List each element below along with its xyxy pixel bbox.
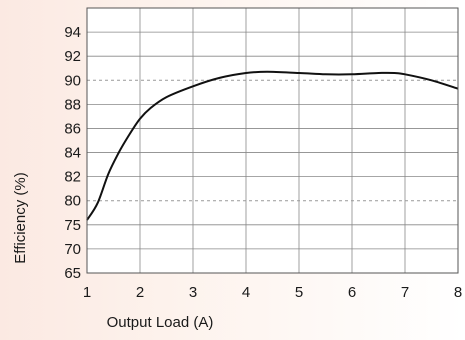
reference-lines <box>87 79 458 202</box>
x-tick-label-7: 7 <box>401 284 409 301</box>
x-tick-label-3: 3 <box>189 284 197 301</box>
y-tick-label-84: 84 <box>64 145 81 162</box>
x-tick-label-1: 1 <box>83 284 91 301</box>
x-tick-label-4: 4 <box>242 284 250 301</box>
y-tick-label-88: 88 <box>64 96 81 113</box>
y-axis-title: Efficiency (%) <box>12 172 29 263</box>
x-tick-label-2: 2 <box>136 284 144 301</box>
y-tick-labels: 65 70 75 80 82 84 86 88 90 92 94 <box>64 24 81 282</box>
y-tick-label-86: 86 <box>64 120 81 137</box>
grid <box>87 8 458 273</box>
y-tick-label-80: 80 <box>64 193 81 210</box>
y-tick-label-70: 70 <box>64 241 81 258</box>
y-tick-label-65: 65 <box>64 265 81 282</box>
x-tick-label-6: 6 <box>348 284 356 301</box>
y-tick-label-82: 82 <box>64 169 81 186</box>
x-tick-labels: 1 2 3 4 5 6 7 8 <box>83 284 462 301</box>
y-tick-label-94: 94 <box>64 24 81 41</box>
x-tick-label-5: 5 <box>295 284 303 301</box>
x-axis-title: Output Load (A) <box>107 314 214 331</box>
efficiency-curve <box>86 70 459 221</box>
plot-area <box>87 8 458 273</box>
y-tick-label-92: 92 <box>64 48 81 65</box>
x-tick-label-8: 8 <box>454 284 462 301</box>
y-tick-label-75: 75 <box>64 217 81 234</box>
y-tick-label-90: 90 <box>64 72 81 89</box>
plot-frame <box>86 7 459 274</box>
